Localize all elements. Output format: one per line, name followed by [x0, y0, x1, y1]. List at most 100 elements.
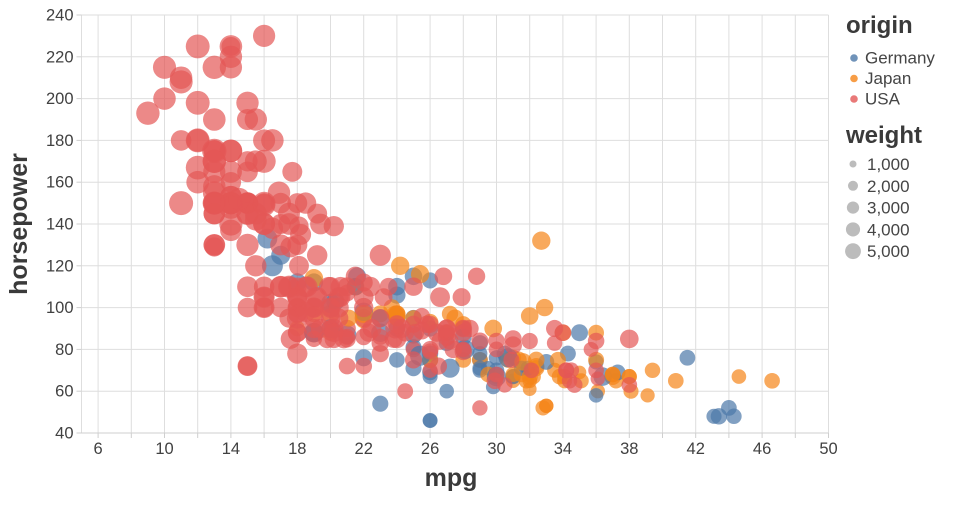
data-point	[535, 400, 551, 416]
data-point	[439, 383, 454, 399]
y-axis-title: horsepower	[5, 153, 33, 295]
origin-legend-label: Germany	[865, 49, 935, 68]
data-point	[619, 329, 639, 349]
data-point	[488, 332, 505, 350]
data-point	[471, 332, 489, 350]
origin-legend-label: USA	[865, 90, 901, 109]
origin-legend-swatch	[850, 95, 858, 103]
data-point	[391, 256, 410, 275]
data-point	[520, 307, 539, 325]
data-point	[587, 332, 605, 350]
origin-legend-swatch	[850, 54, 858, 62]
data-point	[323, 215, 344, 237]
y-tick-label: 180	[46, 132, 74, 150]
data-point	[219, 139, 243, 163]
data-point	[667, 372, 684, 389]
data-point	[169, 191, 194, 216]
data-point	[397, 383, 414, 400]
x-tick-label: 42	[687, 440, 705, 458]
data-point	[280, 328, 301, 349]
data-point	[294, 192, 317, 214]
data-point	[228, 187, 251, 210]
y-tick-label: 220	[46, 48, 74, 66]
data-point	[219, 212, 243, 236]
data-point	[237, 276, 258, 298]
data-point	[369, 244, 391, 266]
data-point	[203, 234, 225, 256]
data-point	[279, 308, 299, 328]
x-tick-label: 18	[288, 440, 306, 458]
data-point	[278, 276, 300, 297]
x-tick-label: 46	[753, 440, 771, 458]
data-point	[170, 130, 192, 151]
data-point	[605, 366, 621, 383]
data-point	[219, 56, 243, 79]
data-point	[244, 208, 267, 231]
x-tick-label: 22	[355, 440, 373, 458]
weight-legend-symbol	[845, 222, 861, 237]
y-tick-label: 100	[46, 299, 74, 317]
data-point	[503, 351, 520, 368]
data-point	[244, 150, 267, 173]
data-point	[203, 108, 226, 131]
data-point	[237, 297, 258, 318]
data-point	[472, 346, 488, 362]
y-tick-label: 40	[55, 425, 73, 443]
data-point	[253, 286, 275, 308]
data-point	[295, 301, 316, 322]
data-point	[153, 87, 176, 110]
data-point	[521, 332, 538, 350]
origin-legend-label: Japan	[865, 69, 911, 88]
data-point	[371, 344, 389, 363]
data-point	[359, 323, 378, 342]
data-point	[282, 161, 303, 182]
data-point	[338, 357, 356, 375]
data-point	[169, 70, 193, 94]
y-tick-label: 240	[46, 7, 74, 25]
data-point	[421, 315, 439, 333]
scatter-data-points	[136, 24, 780, 429]
weight-legend-label: 1,000	[867, 155, 910, 174]
data-point	[185, 34, 210, 59]
data-point	[136, 101, 160, 125]
y-axis-tick-labels: 40 60 80 100 120 140 160 180 200 220 240	[46, 7, 74, 443]
data-point	[202, 55, 226, 79]
data-point	[454, 324, 472, 342]
data-point	[454, 342, 473, 361]
data-point	[389, 352, 405, 368]
axis-tick-marks	[76, 14, 829, 438]
data-point	[472, 400, 488, 416]
x-tick-label: 14	[222, 440, 240, 458]
data-point	[244, 108, 267, 131]
y-tick-label: 120	[46, 257, 74, 275]
data-point	[429, 357, 448, 375]
data-point	[588, 388, 604, 403]
data-point	[644, 362, 661, 379]
data-point	[203, 175, 226, 198]
data-point	[561, 373, 578, 389]
x-axis-title: mpg	[425, 464, 478, 492]
data-point	[430, 287, 450, 307]
y-tick-label: 160	[46, 174, 74, 192]
data-point	[245, 255, 267, 277]
x-tick-label: 26	[421, 440, 439, 458]
data-point	[289, 255, 309, 276]
x-tick-label: 10	[155, 440, 173, 458]
weight-legend-symbol	[849, 160, 857, 168]
data-point	[505, 366, 521, 383]
data-point	[387, 315, 406, 334]
y-tick-label: 140	[46, 216, 74, 234]
data-point	[404, 277, 423, 296]
data-point	[267, 181, 291, 204]
data-point	[237, 356, 258, 376]
data-point	[202, 149, 226, 173]
data-point	[354, 273, 373, 292]
x-axis-tick-labels: 6 10 14 18 22 26 30 34 38 42 46 50	[94, 440, 838, 458]
weight-legend-label: 4,000	[867, 220, 910, 239]
x-tick-label: 50	[819, 440, 837, 458]
data-point	[486, 372, 504, 390]
data-point	[532, 231, 551, 250]
